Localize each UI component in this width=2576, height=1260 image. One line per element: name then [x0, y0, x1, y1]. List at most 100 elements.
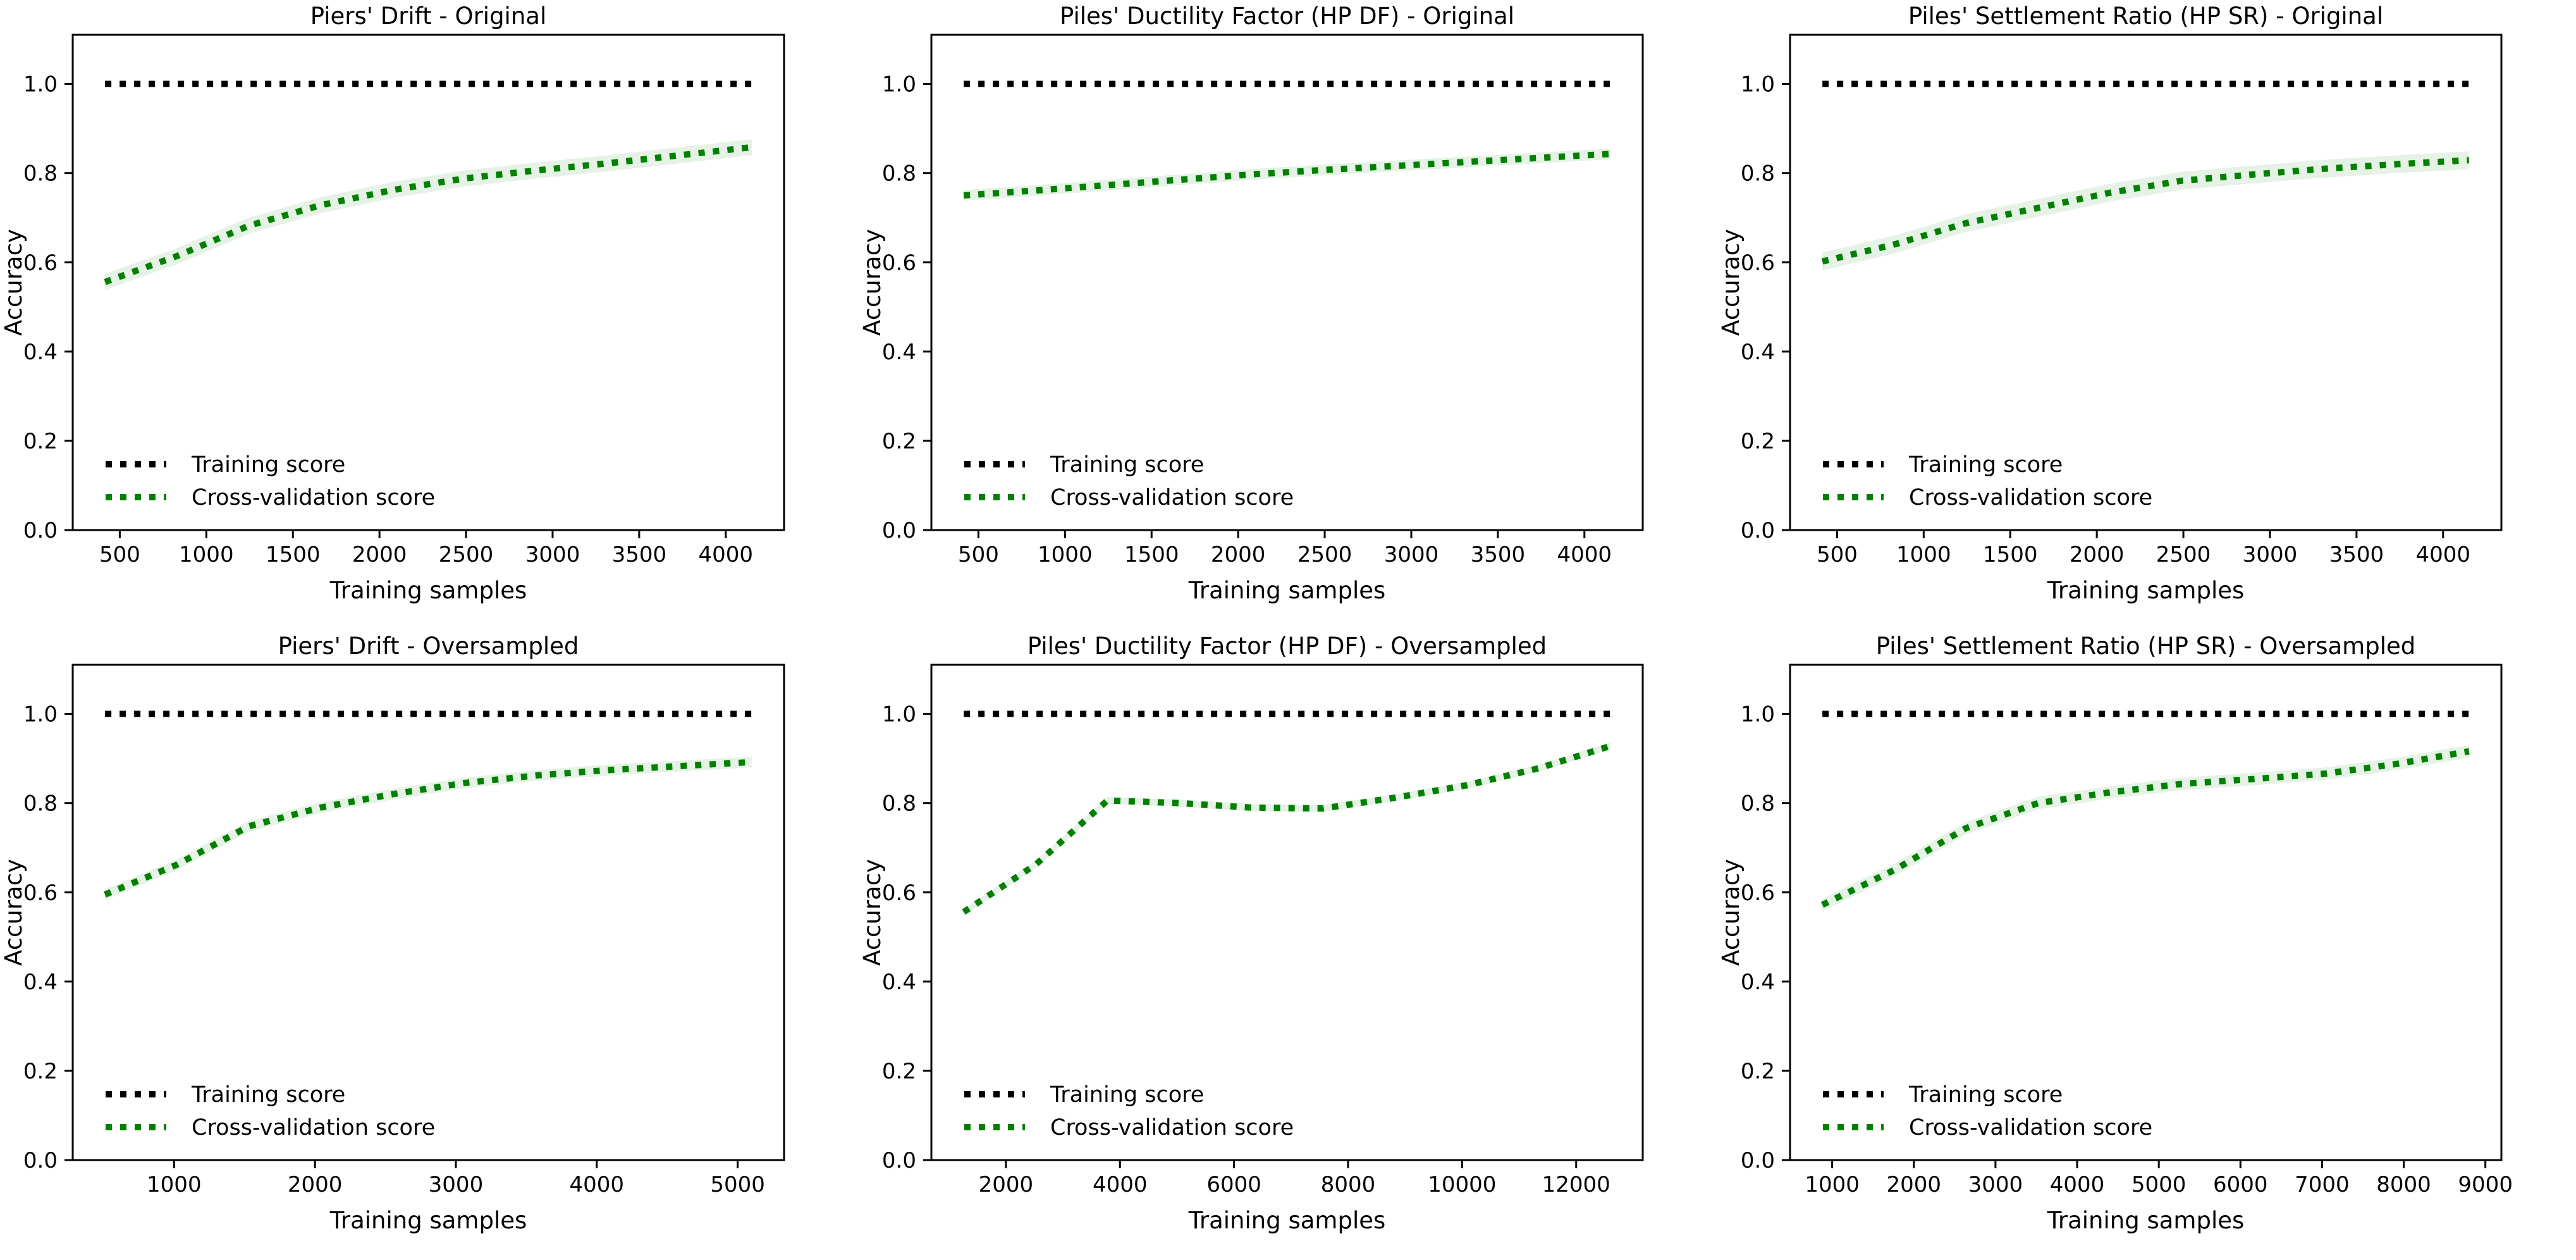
chart-title: Piles' Settlement Ratio (HP SR) - Oversa…: [1876, 633, 2415, 660]
cross-validation-score-line: [104, 758, 752, 898]
x-tick-label: 5000: [710, 1172, 765, 1197]
y-tick-label: 0.2: [882, 429, 916, 454]
x-tick-label: 500: [1817, 542, 1858, 567]
chart-title: Piers' Drift - Original: [310, 3, 547, 30]
chart-piles-ductility-factor-original: 500 1000 1500 2000 2500 3000 3500 4000 0.0 0.2 0.4…: [859, 0, 1717, 630]
y-tick-label: 0.4: [882, 970, 916, 995]
y-tick-label: 0.6: [882, 880, 916, 906]
x-tick-label: 7000: [2295, 1172, 2350, 1197]
cv-confidence-band: [105, 139, 752, 290]
cv-confidence-band: [105, 757, 752, 900]
y-tick-label: 0.8: [882, 791, 916, 817]
y-axis-label: Accuracy: [859, 229, 886, 336]
y-tick-label: 0.0: [882, 518, 916, 543]
legend-label: Training score: [1050, 1082, 1204, 1108]
chart-canvas: 500 1000 1500 2000 2500 3000 3500 4000 0.0 0.2 0.4…: [1717, 3, 2503, 604]
cv-confidence-band: [1822, 744, 2469, 911]
axes-frame: [71, 664, 785, 1161]
legend-label: Cross-validation score: [1909, 485, 2152, 510]
y-tick-label: 0.4: [23, 970, 58, 995]
cross-validation-score-line: [1820, 748, 2470, 908]
chart-piles-settlement-ratio-original: 500 1000 1500 2000 2500 3000 3500 4000 0.0 0.2 0.4…: [1717, 0, 2576, 630]
x-tick-label: 2000: [979, 1172, 1034, 1197]
x-tick-label: 2000: [1211, 542, 1266, 567]
x-tick-label: 2000: [352, 542, 407, 567]
chart-canvas: 1000 2000 3000 4000 5000 0.0 0.2 0.4 0.6 0.8 1.0 Pi…: [0, 633, 785, 1234]
x-tick-label: 5000: [2131, 1172, 2187, 1197]
y-axis-label: Accuracy: [0, 859, 27, 966]
x-tick-label: 10000: [1428, 1172, 1496, 1197]
y-tick-label: 1.0: [23, 72, 58, 97]
y-tick-label: 0.0: [1741, 518, 1775, 543]
legend-label: Training score: [191, 1082, 345, 1108]
x-tick-label: 12000: [1542, 1172, 1610, 1197]
y-axis-label: Accuracy: [1717, 859, 1745, 966]
x-tick-label: 1500: [1124, 542, 1179, 567]
legend-label: Cross-validation score: [1050, 1115, 1294, 1140]
chart-canvas: 500 1000 1500 2000 2500 3000 3500 4000 0.0 0.2 0.4…: [859, 3, 1644, 604]
x-axis-label: Training samples: [2047, 577, 2245, 604]
y-tick-label: 1.0: [882, 72, 916, 97]
x-tick-label: 2500: [1297, 542, 1352, 567]
chart-piles-settlement-ratio-oversampled: 1000 2000 3000 4000 5000 6000 7000 8000 9000 0.0 0…: [1717, 630, 2576, 1260]
axes-frame: [930, 664, 1644, 1161]
chart-canvas: 2000 4000 6000 8000 10000 12000 0.0 0.2 0.4 0.6 0.…: [859, 633, 1644, 1234]
y-tick-label: 0.6: [23, 250, 58, 276]
y-tick-label: 0.8: [882, 161, 916, 187]
y-tick-label: 0.4: [1741, 970, 1775, 995]
y-tick-label: 0.0: [882, 1148, 916, 1173]
x-tick-label: 9000: [2458, 1172, 2513, 1197]
x-tick-label: 4000: [699, 542, 754, 567]
cv-confidence-band: [1822, 151, 2469, 271]
x-tick-label: 6000: [2213, 1172, 2268, 1197]
y-tick-label: 0.8: [1741, 161, 1775, 187]
y-tick-label: 0.4: [23, 340, 58, 365]
cv-confidence-band: [964, 742, 1610, 916]
x-tick-label: 8000: [2376, 1172, 2431, 1197]
chart-piers-drift-oversampled: 1000 2000 3000 4000 5000 0.0 0.2 0.4 0.6 0.8 1.0 Pi…: [0, 630, 859, 1260]
y-tick-label: 0.4: [1741, 340, 1775, 365]
x-tick-label: 3000: [525, 542, 580, 567]
x-axis-label: Training samples: [2047, 1207, 2245, 1234]
axes-frame: [1789, 34, 2503, 531]
chart-title: Piles' Ductility Factor (HP DF) - Origin…: [1060, 3, 1514, 30]
x-tick-label: 1000: [1896, 542, 1951, 567]
x-tick-label: 1000: [147, 1172, 202, 1197]
y-axis-label: Accuracy: [859, 859, 886, 966]
axes-frame: [71, 34, 785, 531]
x-tick-label: 2000: [288, 1172, 343, 1197]
x-tick-label: 2000: [1886, 1172, 1941, 1197]
legend-label: Cross-validation score: [192, 1115, 435, 1140]
y-axis-label: Accuracy: [1717, 229, 1745, 336]
chart-piles-ductility-factor-oversampled: 2000 4000 6000 8000 10000 12000 0.0 0.2 0.4 0.6 0.…: [859, 630, 1717, 1260]
x-tick-label: 2500: [439, 542, 494, 567]
x-tick-label: 4000: [570, 1172, 625, 1197]
chart-title: Piles' Ductility Factor (HP DF) - Oversa…: [1027, 633, 1547, 660]
x-tick-label: 1500: [1983, 542, 2038, 567]
y-tick-label: 0.6: [1741, 880, 1775, 906]
x-tick-label: 3500: [1471, 542, 1526, 567]
axes-frame: [930, 34, 1644, 531]
chart-canvas: 500 1000 1500 2000 2500 3000 3500 4000 0.0 0.2 0.4…: [0, 3, 785, 604]
x-axis-label: Training samples: [329, 1207, 527, 1234]
y-tick-label: 0.8: [1741, 791, 1775, 817]
y-tick-label: 0.0: [1741, 1148, 1775, 1173]
y-tick-label: 0.8: [23, 161, 58, 187]
y-tick-label: 0.2: [1741, 1059, 1775, 1084]
x-tick-label: 3500: [612, 542, 667, 567]
y-tick-label: 0.8: [23, 791, 58, 817]
x-axis-label: Training samples: [1188, 577, 1386, 604]
x-tick-label: 3000: [1384, 542, 1439, 567]
y-tick-label: 0.6: [882, 250, 916, 276]
cross-validation-score-line: [962, 743, 1612, 915]
y-tick-label: 1.0: [1741, 72, 1775, 97]
y-tick-label: 0.0: [23, 1148, 58, 1173]
x-tick-label: 3500: [2329, 542, 2384, 567]
x-tick-label: 1000: [1805, 1172, 1860, 1197]
y-tick-label: 1.0: [1741, 702, 1775, 727]
chart-title: Piers' Drift - Oversampled: [278, 633, 579, 660]
y-tick-label: 0.6: [1741, 250, 1775, 276]
x-tick-label: 3000: [2243, 542, 2298, 567]
x-tick-label: 4000: [2416, 542, 2471, 567]
